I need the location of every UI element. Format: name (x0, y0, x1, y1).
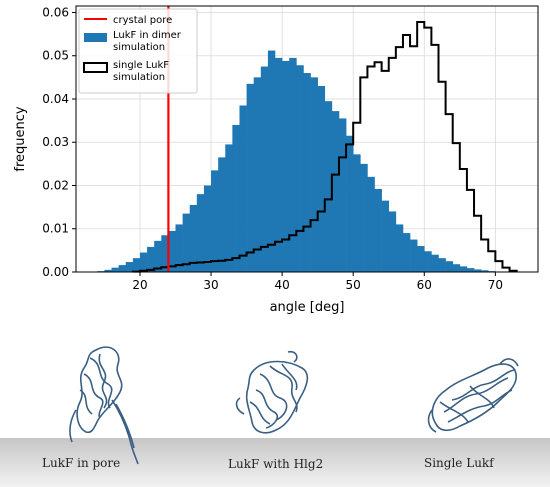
single-lukf-step-line (131, 21, 518, 273)
dimer-bars (90, 50, 503, 273)
x-tick-label: 70 (488, 278, 503, 292)
dimer-bar (175, 224, 183, 272)
plot-frame (75, 5, 539, 273)
dimer-bar (317, 86, 326, 272)
dimer-bar (459, 266, 468, 272)
dimer-bar (282, 60, 290, 272)
dimer-bar (289, 57, 297, 273)
dimer-bar (182, 213, 191, 272)
y-tick-label: 0.02 (42, 178, 69, 192)
dimer-bar (189, 204, 198, 272)
dimer-bar (374, 188, 382, 272)
x-axis-label: angle [deg] (270, 300, 345, 315)
dimer-bar (353, 154, 361, 272)
legend-crystal-pore: crystal pore (113, 15, 172, 26)
dimer-bar (253, 77, 262, 273)
dimer-bar (196, 194, 205, 272)
x-tick-label: 50 (346, 278, 361, 292)
dimer-bar (424, 251, 432, 272)
x-tick-label: 20 (132, 278, 147, 292)
dimer-bar (211, 170, 219, 272)
panel-label-single: Single Lukf (424, 456, 495, 470)
dimer-bar (161, 235, 169, 272)
dimer-bar (481, 270, 489, 272)
x-tick-label: 30 (203, 278, 218, 292)
dimer-bar (267, 50, 276, 273)
dimer-bar (445, 261, 454, 272)
legend-dimer-swatch (84, 33, 107, 42)
dimer-bar (218, 157, 226, 272)
dimer-bar (225, 144, 233, 272)
dimer-bar (410, 239, 418, 272)
dimer-bar (360, 163, 368, 272)
dimer-bar (431, 254, 439, 272)
dimer-bar (466, 268, 475, 272)
legend-dimer-line1: LukF in dimer (113, 30, 182, 41)
dimer-bar (402, 233, 411, 272)
x-tick-label: 60 (417, 278, 432, 292)
dimer-bar (303, 73, 311, 272)
dimer-bar (203, 185, 212, 272)
dimer-bar (147, 246, 155, 272)
dimer-bar (395, 224, 404, 272)
dimer-bar (104, 269, 112, 272)
dimer-bar (239, 105, 247, 272)
legend-box (78, 8, 198, 94)
legend-single-label: single LukF simulation (113, 60, 172, 83)
lukf-with-hlg2-structure (235, 350, 309, 434)
y-tick-label: 0.05 (42, 49, 69, 63)
legend-dimer-label: LukF in dimer simulation (113, 30, 184, 53)
panel-label-hlg2: LukF with Hlg2 (228, 457, 323, 471)
dimer-bar (417, 246, 425, 272)
dimer-bar (474, 269, 482, 272)
x-axis-ticks: 20 30 40 50 60 70 (132, 272, 503, 292)
dimer-bar (367, 176, 375, 272)
dimer-bar (111, 267, 119, 272)
panel-label-pore: LukF in pore (42, 456, 120, 470)
dimer-bar (452, 264, 461, 272)
dimer-bar (125, 262, 134, 272)
dimer-bar (139, 252, 148, 272)
legend-single-line2: simulation (113, 72, 165, 83)
membrane (0, 438, 550, 487)
dimer-bar (331, 111, 340, 272)
dimer-bar (296, 65, 304, 273)
single-lukf-structure (427, 358, 519, 433)
dimer-bar (154, 240, 162, 272)
dimer-bar (168, 230, 176, 272)
dimer-bar (438, 258, 446, 272)
dimer-bar (388, 211, 397, 272)
y-tick-label: 0.00 (42, 265, 69, 279)
y-tick-label: 0.01 (42, 222, 69, 236)
y-tick-label: 0.03 (42, 135, 69, 149)
lukf-in-pore-structure (69, 346, 139, 465)
dimer-bar (310, 77, 318, 273)
dimer-bar (381, 200, 390, 272)
structures-panel: LukF in pore LukF with Hlg2 Single Lukf (0, 346, 550, 487)
dimer-bar (246, 83, 254, 272)
legend-single-swatch (83, 62, 108, 73)
histogram-chart: 20 30 40 50 60 70 0.000.010.020.030.040.050.0… (13, 5, 539, 315)
dimer-bar (338, 118, 347, 272)
y-axis-label: frequency (13, 106, 28, 172)
legend-single-line1: single LukF (113, 60, 169, 71)
y-axis-ticks: 0.00 0.01 0.02 0.03 0.04 0.05 0.06 (42, 5, 76, 279)
dimer-bar (275, 57, 283, 273)
legend: crystal pore LukF in dimer simulation si… (78, 8, 198, 94)
x-tick-label: 40 (274, 278, 289, 292)
legend-dimer-line2: simulation (113, 42, 165, 53)
dimer-bar (132, 258, 141, 272)
y-tick-label: 0.04 (42, 92, 69, 106)
y-tick-label: 0.06 (42, 5, 69, 19)
dimer-bar (324, 101, 333, 272)
dimer-bar (232, 124, 240, 273)
dimer-bar (260, 66, 269, 272)
dimer-bar (118, 265, 127, 272)
dimer-bar (346, 135, 354, 272)
